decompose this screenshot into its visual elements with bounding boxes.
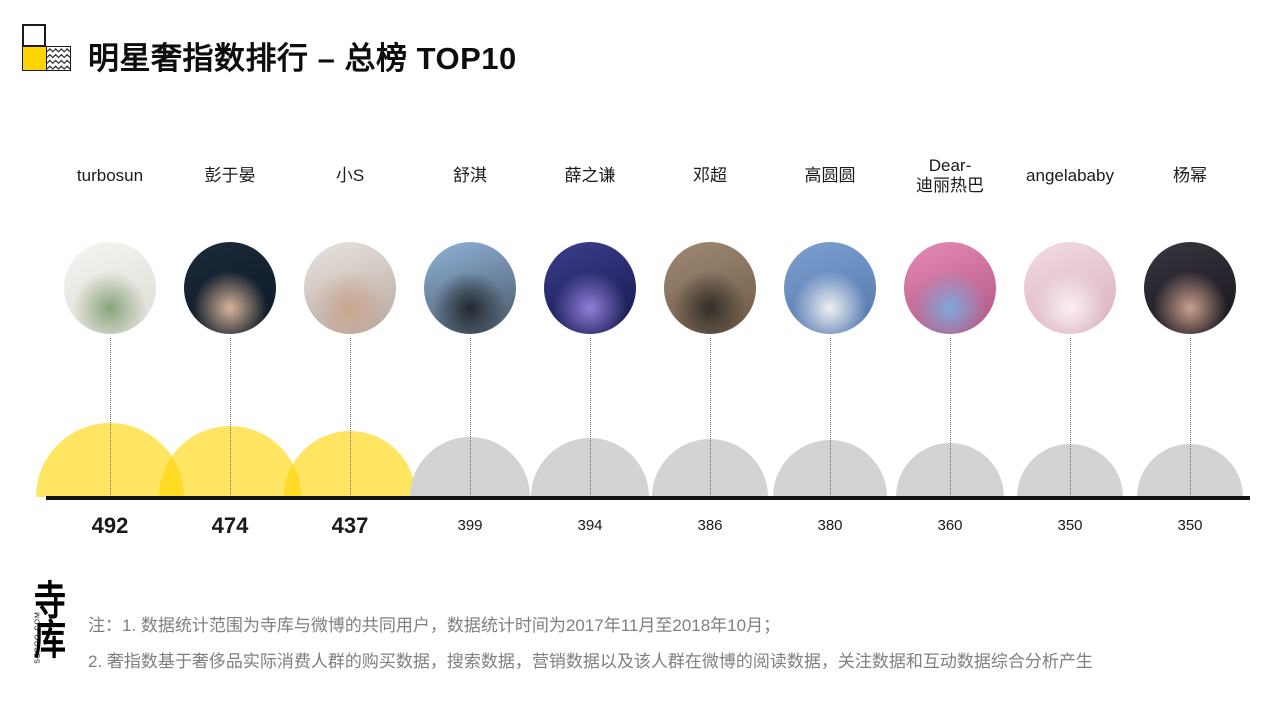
leader-line	[1070, 338, 1071, 497]
leader-line	[710, 338, 711, 497]
index-value: 474	[211, 513, 249, 538]
leader-line	[470, 338, 471, 497]
index-value: 386	[697, 517, 723, 534]
leader-line	[590, 338, 591, 497]
avatar-xuezhiqian	[544, 242, 636, 334]
footnote-line-2: 2. 奢指数基于奢侈品实际消费人群的购买数据，搜索数据，营销数据以及该人群在微博…	[88, 652, 1093, 671]
avatar-yangmi	[1144, 242, 1236, 334]
secoo-logo-domain: SECOO.COM	[34, 611, 42, 664]
avatar-dengchao	[664, 242, 756, 334]
celebrity-name: Dear- 迪丽热巴	[916, 155, 984, 195]
celebrity-name: 彭于晏	[204, 165, 256, 185]
leader-line	[830, 338, 831, 497]
index-value: 350	[1057, 517, 1083, 534]
avatar-angelababy	[1024, 242, 1116, 334]
avatar-shuqi	[424, 242, 516, 334]
index-value: 360	[937, 517, 963, 534]
celebrity-name: 邓超	[693, 165, 727, 185]
index-value: 399	[457, 517, 483, 534]
footnotes: 注：1. 数据统计范围为寺库与微博的共同用户，数据统计时间为2017年11月至2…	[88, 608, 1093, 680]
leader-line	[350, 338, 351, 497]
leader-line	[110, 338, 111, 497]
chart-baseline-axis	[46, 496, 1250, 500]
wave-pattern-icon	[47, 48, 70, 70]
leader-line	[950, 338, 951, 497]
avatar-gaoyuanyuan	[784, 242, 876, 334]
avatar-dilireba	[904, 242, 996, 334]
index-value: 394	[577, 517, 603, 534]
celebrity-name: turbosun	[76, 165, 144, 185]
footnote-line-1: 注：1. 数据统计范围为寺库与微博的共同用户，数据统计时间为2017年11月至2…	[88, 616, 781, 635]
avatar-turbosun	[64, 242, 156, 334]
avatar-pengyuyan	[184, 242, 276, 334]
index-value: 380	[817, 517, 843, 534]
celebrity-name: 舒淇	[453, 165, 487, 185]
celebrity-name: 小S	[335, 165, 365, 185]
index-value: 437	[331, 513, 369, 538]
page-title: 明星奢指数排行 – 总榜 TOP10	[88, 41, 517, 76]
index-value: 492	[91, 513, 129, 538]
index-value: 350	[1177, 517, 1203, 534]
leader-line	[1190, 338, 1191, 497]
logo-square-white	[22, 24, 46, 47]
celebrity-name: 薛之谦	[564, 165, 616, 185]
secoo-logo: 寺库 SECOO.COM	[34, 578, 84, 692]
celebrity-name: 高圆圆	[804, 165, 856, 185]
celebrity-name: 杨幂	[1173, 165, 1207, 185]
secoo-logo-characters: 寺库	[34, 578, 66, 663]
avatar-xiaos	[304, 242, 396, 334]
leader-line	[230, 338, 231, 497]
title-bullet-logo	[22, 24, 71, 72]
celebrity-name: angelababy	[1026, 165, 1114, 185]
logo-square-wave-icon	[46, 46, 71, 71]
